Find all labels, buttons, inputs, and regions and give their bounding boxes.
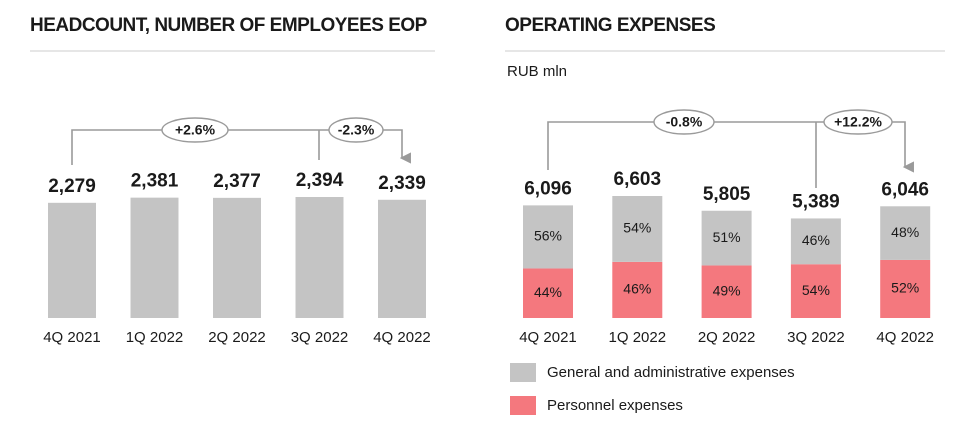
x-tick-label: 2Q 2022 [208,329,266,346]
connector [71,129,411,165]
legend-swatch [510,396,536,415]
total-label: 6,046 [881,179,929,200]
bar-segment [790,218,841,265]
annotation: -0.8% [666,114,703,130]
segment-label: 46% [802,232,830,248]
bar-segment [880,259,931,318]
value-label: 2,339 [378,173,426,194]
bar-segment [612,261,663,318]
annotation-bubble [328,117,384,143]
value-label: 2,377 [213,171,261,192]
segment-label: 54% [802,282,830,298]
bar-segment [523,205,573,269]
x-tick-label: 3Q 2022 [291,329,349,346]
x-tick-label: 4Q 2021 [519,329,577,346]
bar [213,197,261,318]
legend-swatch [510,363,536,382]
x-tick-label: 1Q 2022 [609,329,667,346]
segment-label: 49% [713,282,741,298]
x-tick-label: 2Q 2022 [698,329,756,346]
bar-segment [880,206,931,260]
bar-segment [701,265,752,318]
legend-label: General and administrative expenses [547,364,795,381]
x-tick-label: 1Q 2022 [126,329,184,346]
chart-title: HEADCOUNT, NUMBER OF EMPLOYEES EOP [30,15,428,36]
segment-label: 54% [623,220,651,236]
x-tick-label: 4Q 2022 [373,329,431,346]
annotation: +2.6% [175,122,216,138]
subtitle: RUB mln [507,63,567,80]
bar-segment [701,210,752,266]
connector [547,121,914,173]
total-label: 5,805 [703,184,751,205]
annotation-bubble [161,117,229,143]
bar [378,199,426,318]
segment-label: 48% [891,224,919,240]
value-label: 2,381 [131,171,179,192]
segment-label: 56% [534,228,562,244]
value-label: 2,279 [48,176,96,197]
bar-segment [612,196,663,262]
bar [295,197,344,318]
segment-label: 51% [713,229,741,245]
annotation-bubble [823,109,893,135]
total-label: 6,603 [614,169,662,190]
annotation: +12.2% [834,114,882,130]
segment-label: 52% [891,280,919,296]
bar [130,197,179,318]
annotation: -2.3% [338,122,375,138]
total-label: 6,096 [524,178,572,199]
chart-title: OPERATING EXPENSES [505,15,715,36]
bar [48,202,96,318]
segment-label: 46% [623,281,651,297]
x-tick-label: 4Q 2022 [876,329,934,346]
annotation-bubble [653,109,715,135]
segment-label: 44% [534,284,562,300]
bar-segment [790,264,841,318]
total-label: 5,389 [792,191,840,212]
x-tick-label: 4Q 2021 [43,329,101,346]
value-label: 2,394 [296,170,344,191]
bar-segment [523,268,573,318]
x-tick-label: 3Q 2022 [787,329,845,346]
legend-label: Personnel expenses [547,397,683,414]
